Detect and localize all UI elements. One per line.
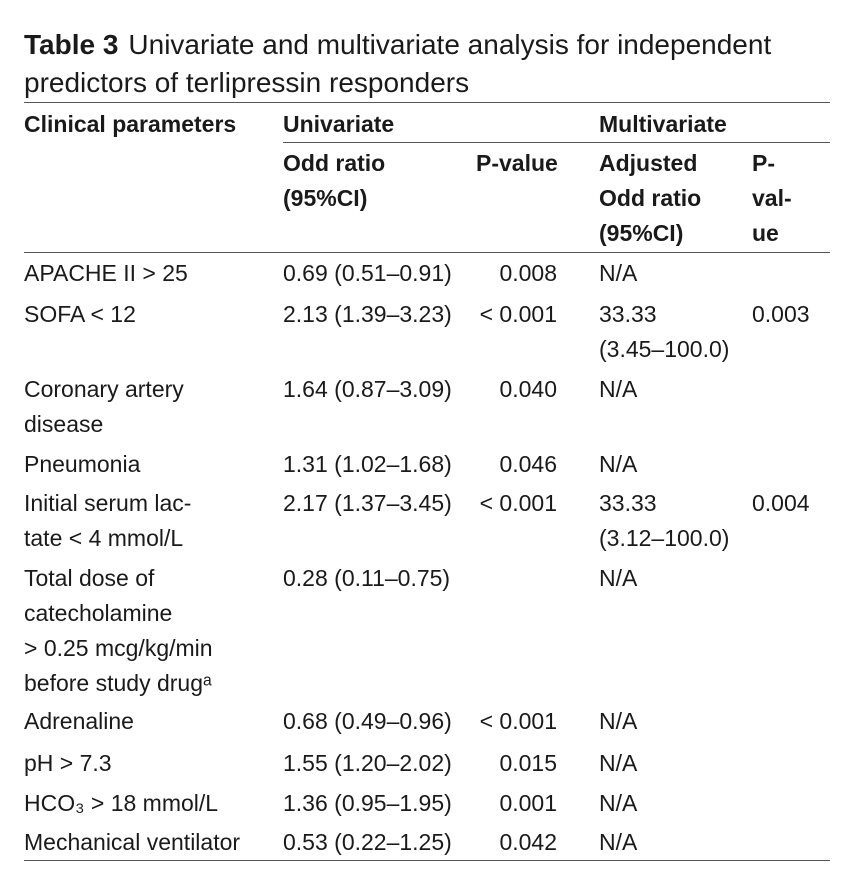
table-cell: N/A <box>599 565 638 591</box>
table-cell: < 0.001 <box>479 708 557 734</box>
column-header: P- val- ue <box>752 150 792 246</box>
table-label: Table 3 <box>24 29 119 60</box>
table-cell: N/A <box>599 708 638 734</box>
group-rule <box>283 142 830 143</box>
table-cell: N/A <box>599 451 638 477</box>
table-cell: 33.33 (3.12–100.0) <box>599 490 730 551</box>
table-cell: Pneumonia <box>24 451 141 477</box>
table-cell: Mechanical ventilator <box>24 829 241 855</box>
table-cell: SOFA < 12 <box>24 301 136 327</box>
table-cell: 0.008 <box>499 260 557 286</box>
table-cell: 1.36 (0.95–1.95) <box>283 790 452 816</box>
table-cell: 0.004 <box>752 490 810 516</box>
group-header: Univariate <box>283 111 395 137</box>
table-cell: 0.28 (0.11–0.75) <box>283 565 451 591</box>
table-cell: 0.040 <box>499 376 557 402</box>
table-cell: N/A <box>599 750 638 776</box>
column-header: Clinical parameters <box>24 111 237 137</box>
top-rule <box>24 102 830 103</box>
table-cell: pH > 7.3 <box>24 750 112 776</box>
table-cell: HCO₃ > 18 mmol/L <box>24 790 219 816</box>
table-cell: N/A <box>599 376 638 402</box>
column-header: Adjusted Odd ratio (95%CI) <box>599 150 702 246</box>
table-cell: Adrenaline <box>24 708 134 734</box>
table-cell: N/A <box>599 260 638 286</box>
column-header: P-value <box>476 150 558 176</box>
table-cell: N/A <box>599 790 638 816</box>
table-cell: 1.64 (0.87–3.09) <box>283 376 452 402</box>
column-header: Odd ratio (95%CI) <box>283 150 386 211</box>
table-cell: 0.53 (0.22–1.25) <box>283 829 452 855</box>
table-title: Univariate and multivariate analysis for… <box>24 29 772 98</box>
table-cell: 33.33 (3.45–100.0) <box>599 301 730 362</box>
table-cell: 0.042 <box>499 829 557 855</box>
table-caption: Table 3 Univariate and multivariate analy… <box>24 26 834 102</box>
table-cell: 0.68 (0.49–0.96) <box>283 708 452 734</box>
table-cell: 1.31 (1.02–1.68) <box>283 451 452 477</box>
table-cell: 0.003 <box>752 301 810 327</box>
table-cell: 0.046 <box>499 451 557 477</box>
table-cell: N/A <box>599 829 638 855</box>
table-cell: Total dose of catecholamine > 0.25 mcg/k… <box>24 565 213 696</box>
table-cell: APACHE II > 25 <box>24 260 188 286</box>
table-cell: Initial serum lac- tate < 4 mmol/L <box>24 490 192 551</box>
table-cell: 0.015 <box>499 750 557 776</box>
table-cell: 2.13 (1.39–3.23) <box>283 301 452 327</box>
header-rule <box>24 252 830 253</box>
table-cell: 1.55 (1.20–2.02) <box>283 750 452 776</box>
table-cell: 0.001 <box>499 790 557 816</box>
table-cell: 2.17 (1.37–3.45) <box>283 490 452 516</box>
table-cell: Coronary artery disease <box>24 376 184 437</box>
bottom-rule <box>24 860 830 861</box>
table-cell: < 0.001 <box>479 490 557 516</box>
table-cell: < 0.001 <box>479 301 557 327</box>
table-cell: 0.69 (0.51–0.91) <box>283 260 452 286</box>
group-header: Multivariate <box>599 111 727 137</box>
